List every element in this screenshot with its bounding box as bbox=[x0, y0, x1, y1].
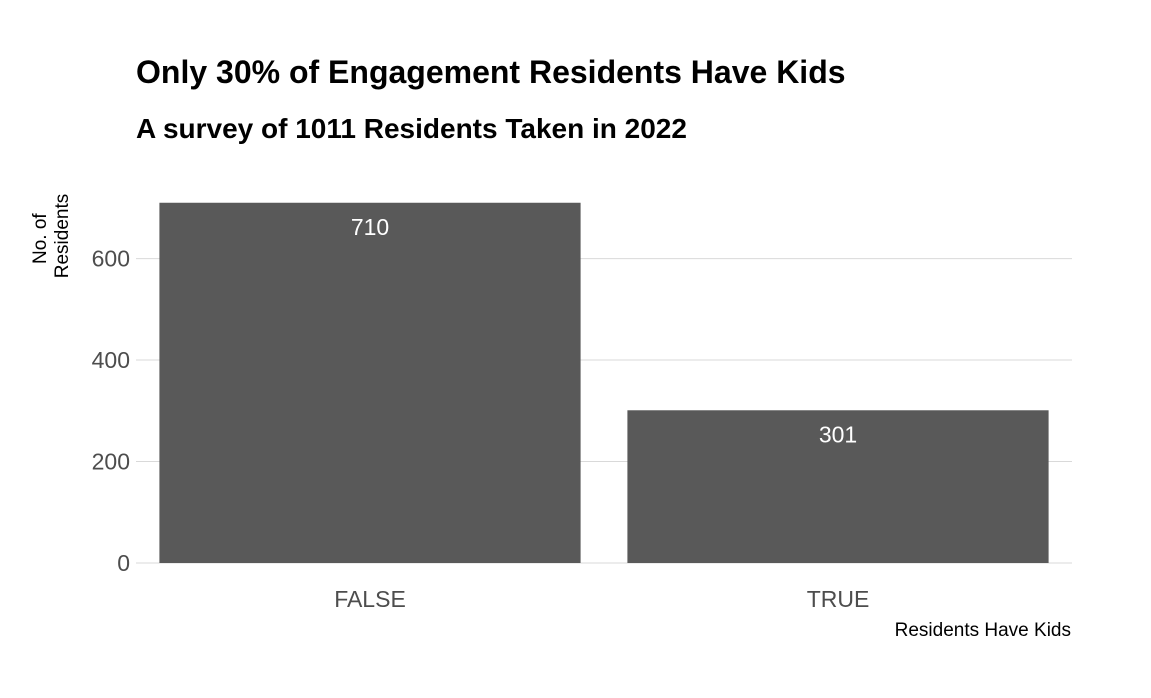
bar-true bbox=[627, 410, 1049, 563]
x-axis-title: Residents Have Kids bbox=[895, 620, 1071, 641]
x-tick-label-true: TRUE bbox=[807, 586, 870, 612]
bars bbox=[159, 202, 1049, 563]
y-tick-label-200: 200 bbox=[92, 449, 130, 475]
x-axis-ticks: FALSE TRUE bbox=[334, 586, 869, 612]
data-labels: 710 301 bbox=[351, 214, 857, 448]
y-tick-label-600: 600 bbox=[92, 246, 130, 272]
y-axis-ticks: 0 200 400 600 bbox=[92, 246, 130, 576]
data-label-true: 301 bbox=[819, 421, 857, 447]
chart-title: Only 30% of Engagement Residents Have Ki… bbox=[136, 54, 846, 90]
y-tick-label-400: 400 bbox=[92, 347, 130, 373]
x-tick-label-false: FALSE bbox=[334, 586, 406, 612]
bar-false bbox=[159, 202, 581, 563]
y-tick-label-0: 0 bbox=[117, 550, 130, 576]
data-label-false: 710 bbox=[351, 214, 389, 240]
y-axis-title: No. of Residents bbox=[30, 194, 73, 279]
y-axis-title-line-2: Residents bbox=[52, 194, 73, 279]
chart-subtitle: A survey of 1011 Residents Taken in 2022 bbox=[136, 113, 687, 144]
y-axis-title-line-1: No. of bbox=[30, 213, 51, 264]
